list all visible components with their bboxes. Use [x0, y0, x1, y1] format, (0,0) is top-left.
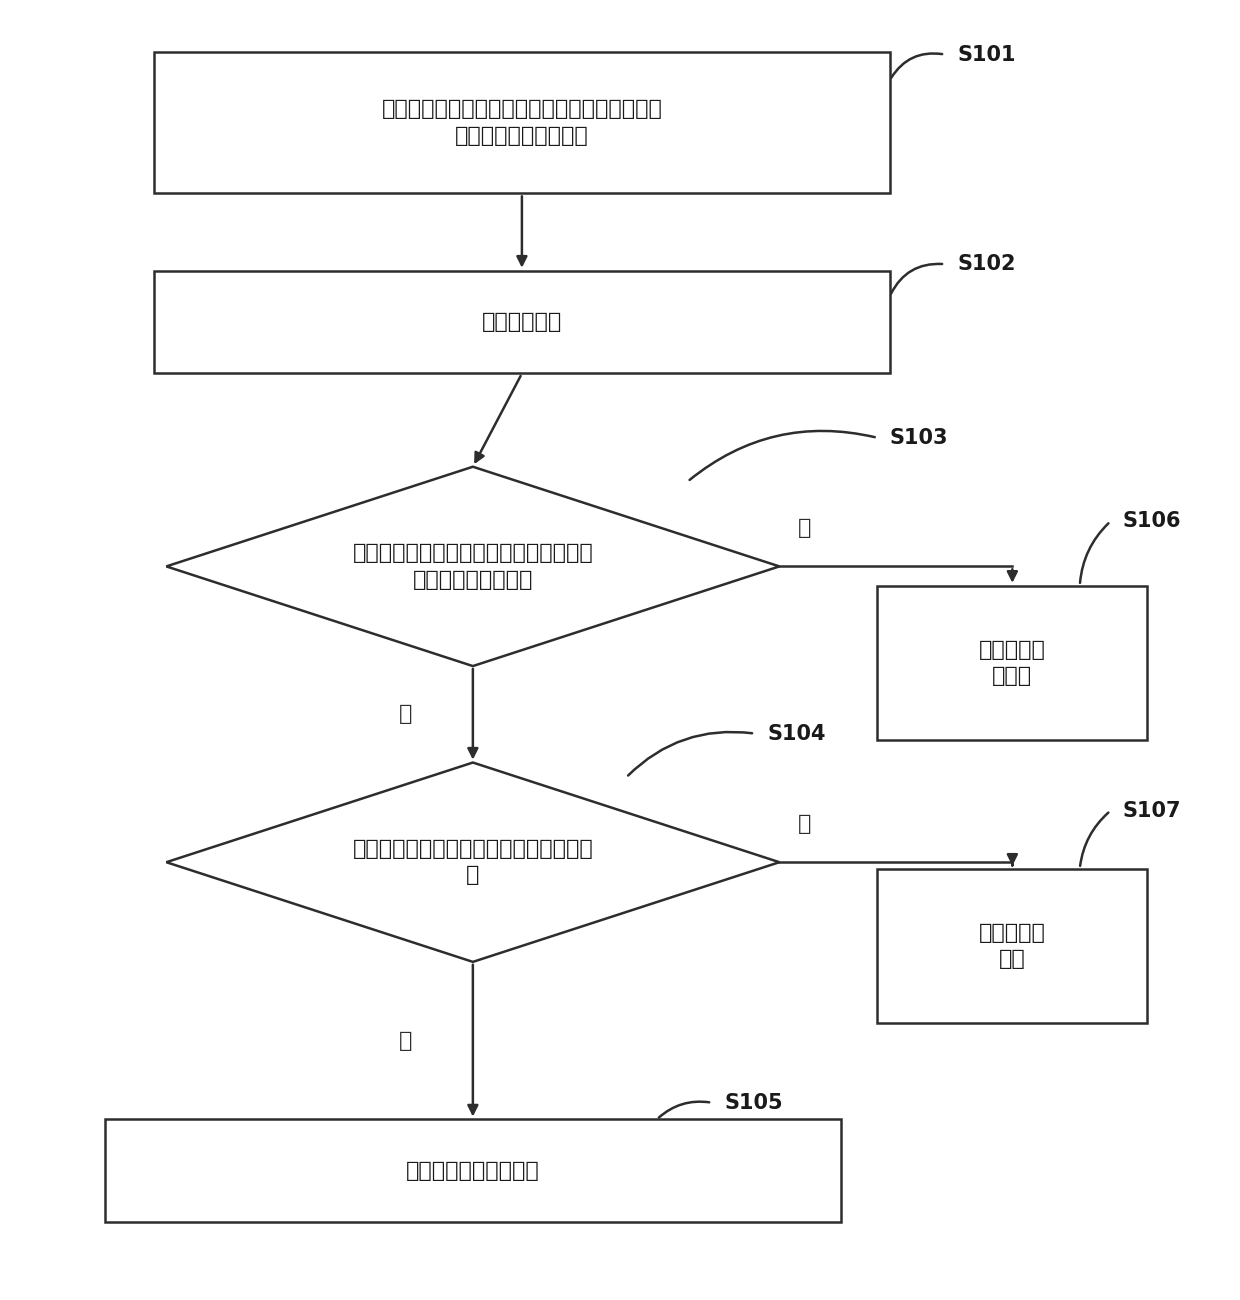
Text: 是: 是: [399, 1031, 412, 1050]
Polygon shape: [166, 467, 780, 666]
FancyBboxPatch shape: [154, 270, 890, 373]
Text: 通过声纹验证识别是否是驾驶员的语音信
息: 通过声纹验证识别是否是驾驶员的语音信 息: [352, 838, 593, 885]
Polygon shape: [166, 763, 780, 962]
FancyBboxPatch shape: [154, 52, 890, 194]
Text: S102: S102: [957, 255, 1016, 274]
FancyBboxPatch shape: [878, 868, 1147, 1023]
Text: S103: S103: [890, 428, 949, 447]
Text: 获取语音信息: 获取语音信息: [482, 312, 562, 332]
Text: 根据所获取的语音信息，识别是否影响驾
驶员安全的语音信息: 根据所获取的语音信息，识别是否影响驾 驶员安全的语音信息: [352, 543, 593, 590]
Text: S106: S106: [1122, 511, 1182, 532]
FancyBboxPatch shape: [105, 1119, 841, 1222]
Text: 是: 是: [399, 705, 412, 724]
Text: S104: S104: [768, 724, 826, 744]
Text: 否: 否: [797, 814, 811, 833]
Text: 进行行车安全指令操作: 进行行车安全指令操作: [405, 1161, 539, 1180]
Text: 不进行任何
操作: 不进行任何 操作: [978, 923, 1045, 968]
Text: 否: 否: [797, 519, 811, 538]
FancyBboxPatch shape: [878, 586, 1147, 740]
Text: S105: S105: [724, 1093, 782, 1113]
Text: S101: S101: [957, 44, 1016, 65]
Text: 建立驾驶员数据库，其中，所述数据库包括身份
注册、驾驶员声音信息: 建立驾驶员数据库，其中，所述数据库包括身份 注册、驾驶员声音信息: [382, 100, 662, 146]
Text: S107: S107: [1122, 801, 1182, 820]
Text: 进行正常语
音交流: 进行正常语 音交流: [978, 640, 1045, 686]
